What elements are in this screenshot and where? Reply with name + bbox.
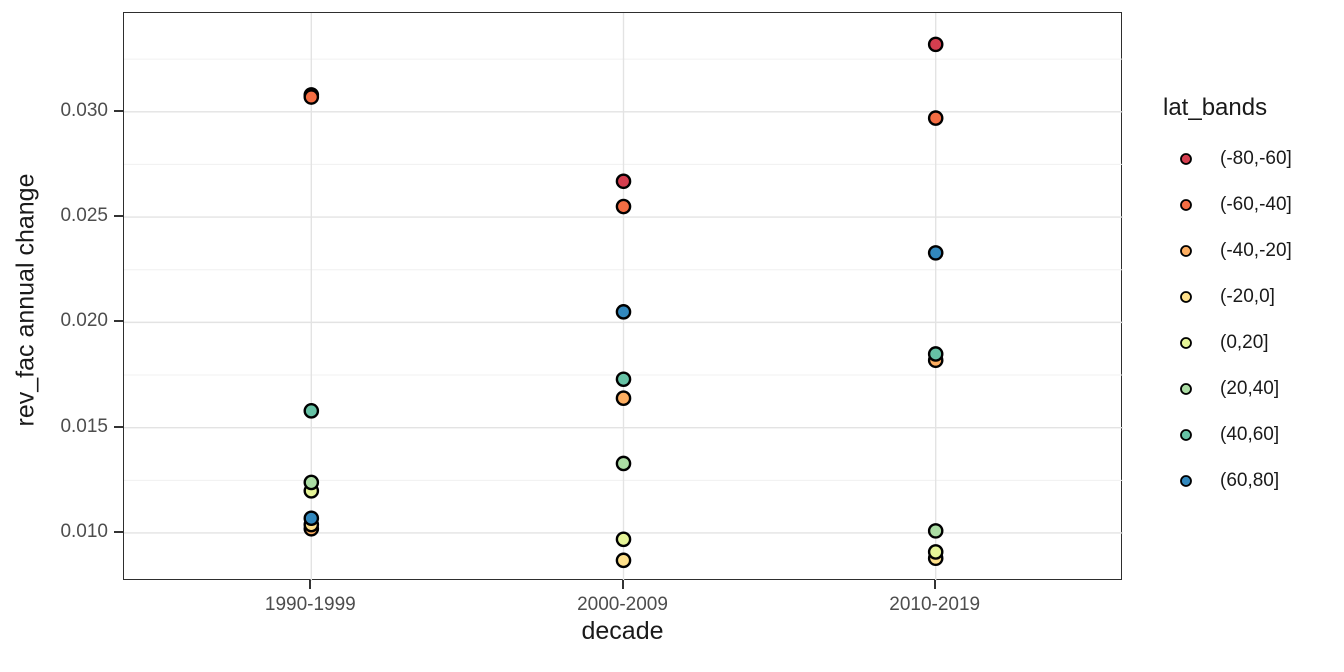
legend-item-label: (-60,-40] <box>1220 194 1292 215</box>
data-point <box>927 245 944 261</box>
y-tick-label: 0.010 <box>60 520 108 542</box>
legend-item: (-60,-40] <box>1160 182 1292 228</box>
data-point <box>927 36 944 53</box>
data-point <box>303 474 320 491</box>
legend-item-label: (20,40] <box>1220 378 1280 399</box>
y-tick-label: 0.020 <box>60 310 108 332</box>
data-point <box>927 346 944 362</box>
plot-area <box>124 13 1123 581</box>
data-point <box>303 403 320 419</box>
x-tick-label: 2000-2009 <box>577 594 668 615</box>
data-point <box>615 371 632 388</box>
data-point <box>927 523 944 539</box>
data-point <box>615 531 632 548</box>
data-point <box>303 89 320 105</box>
data-point <box>615 552 632 569</box>
y-tick-mark <box>114 530 123 533</box>
legend-item-label: (-80,-60] <box>1220 148 1292 169</box>
data-point <box>927 544 944 560</box>
legend: lat_bands (-80,-60] (-60,-40] (-40,-20] (-2… <box>1160 94 1292 504</box>
x-tick-label: 1990-1999 <box>264 594 356 615</box>
legend-item-label: (40,60] <box>1220 424 1280 445</box>
y-tick-mark <box>114 215 123 218</box>
legend-item-label: (60,80] <box>1220 470 1280 491</box>
legend-key-dot-icon <box>1180 199 1192 211</box>
data-point <box>615 390 632 406</box>
y-tick-mark <box>114 425 123 428</box>
legend-item-label: (0,20] <box>1220 332 1269 353</box>
legend-key-dot-icon <box>1180 475 1192 487</box>
legend-item: (0,20] <box>1160 320 1292 366</box>
x-tick-mark <box>309 580 312 589</box>
x-tick-label: 2010-2019 <box>889 594 981 615</box>
legend-key-dot-icon <box>1180 337 1192 349</box>
legend-item-label: (-20,0] <box>1220 286 1275 307</box>
data-point <box>927 110 944 126</box>
legend-item: (60,80] <box>1160 458 1292 504</box>
legend-key-dot-icon <box>1180 383 1192 395</box>
data-point <box>615 304 632 320</box>
legend-items: (-80,-60] (-60,-40] (-40,-20] (-20,0] (0,20]… <box>1160 136 1292 504</box>
plot-panel <box>123 12 1123 581</box>
legend-item: (20,40] <box>1160 366 1292 412</box>
legend-item: (-80,-60] <box>1160 136 1292 182</box>
y-tick-mark <box>114 109 123 112</box>
legend-item: (-40,-20] <box>1160 228 1292 274</box>
legend-key-dot-icon <box>1180 153 1192 165</box>
legend-key-dot-icon <box>1180 245 1192 257</box>
y-tick-label: 0.015 <box>60 415 108 437</box>
x-tick-mark <box>933 580 936 589</box>
y-tick-label: 0.025 <box>60 205 108 227</box>
data-point <box>615 173 632 190</box>
legend-title: lat_bands <box>1163 94 1268 121</box>
data-point <box>615 198 632 215</box>
y-tick-label: 0.030 <box>60 99 108 121</box>
legend-key-dot-icon <box>1180 291 1192 303</box>
data-point <box>615 455 632 472</box>
legend-item: (40,60] <box>1160 412 1292 458</box>
legend-item-label: (-40,-20] <box>1220 240 1292 261</box>
x-tick-mark <box>621 580 624 589</box>
legend-key-dot-icon <box>1180 429 1192 441</box>
data-point <box>303 510 320 527</box>
legend-item: (-20,0] <box>1160 274 1292 320</box>
x-axis-title: decade <box>581 617 664 645</box>
y-tick-mark <box>114 320 123 323</box>
